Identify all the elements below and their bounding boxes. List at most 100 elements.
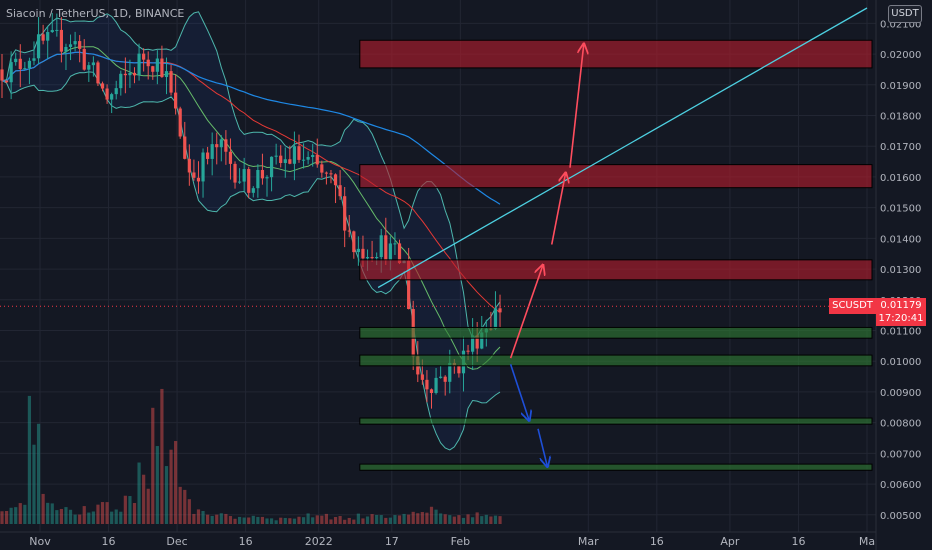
volume-bar (201, 510, 205, 524)
candle (311, 143, 315, 167)
resistance-zone[interactable] (359, 259, 873, 281)
y-tick-label: 0.02000 (880, 50, 921, 61)
candle (338, 170, 342, 200)
volume-bar (4, 511, 9, 524)
volume-bar (352, 519, 356, 524)
candle (119, 70, 123, 96)
y-tick-label: 0.00700 (880, 449, 921, 460)
bar-countdown: 17:20:41 (878, 313, 924, 324)
y-tick-label: 0.02100 (880, 19, 921, 30)
candle (242, 157, 246, 192)
volume-bar (27, 395, 32, 524)
volume-bar (480, 516, 484, 524)
candle (64, 43, 68, 71)
volume-bar (260, 516, 265, 524)
volume-bar (365, 516, 370, 524)
volume-bar (18, 503, 22, 524)
support-zone[interactable] (359, 417, 873, 425)
volume-bar (91, 511, 95, 524)
y-tick-label: 0.01800 (880, 112, 921, 123)
candle (68, 34, 73, 61)
x-tick-label: 16 (239, 535, 253, 548)
volume-bar (96, 504, 100, 524)
support-zone[interactable] (359, 463, 873, 471)
candle (192, 159, 196, 181)
bearish-arrow[interactable] (509, 364, 529, 419)
volume-bar (183, 489, 187, 524)
candle (114, 80, 118, 100)
bollinger-lower (1, 71, 501, 451)
volume-bar (142, 474, 146, 524)
candle (219, 135, 223, 162)
volume-bar (132, 502, 137, 524)
bullish-arrow[interactable] (569, 45, 584, 168)
bullish-arrow[interactable] (550, 174, 566, 245)
volume-bar (384, 517, 388, 524)
candle (78, 35, 82, 63)
y-tick-label: 0.01700 (880, 142, 921, 153)
candle (301, 143, 306, 169)
y-tick-label: 0.01000 (880, 357, 921, 368)
chart-title: Siacoin / TetherUS, 1D, BINANCE (6, 7, 185, 20)
volume-bar (343, 519, 347, 524)
volume-bar (206, 514, 210, 524)
candle (493, 291, 498, 331)
candle (82, 39, 86, 71)
x-tick-label: 16 (102, 535, 116, 548)
volume-bar (50, 503, 54, 524)
candle (425, 370, 429, 403)
y-tick-label: 0.00600 (880, 480, 921, 491)
time-axis[interactable] (0, 532, 876, 550)
volume-bar (324, 513, 329, 524)
volume-bar (457, 515, 461, 524)
candle (178, 106, 182, 139)
candle (315, 138, 319, 168)
bollinger-band-fill (2, 11, 500, 450)
candle (393, 232, 397, 255)
resistance-zone[interactable] (359, 164, 873, 189)
candle (174, 74, 178, 115)
volume-bar (0, 511, 4, 524)
y-tick-label: 0.00800 (880, 419, 921, 430)
candle (183, 121, 187, 160)
volume-bar (411, 511, 415, 524)
y-tick-label: 0.00900 (880, 388, 921, 399)
volume-bar (151, 407, 155, 524)
volume-bar (174, 441, 178, 524)
candle (151, 65, 155, 80)
candle (356, 236, 360, 266)
candle (292, 131, 297, 181)
bearish-arrow[interactable] (537, 428, 547, 466)
support-zone[interactable] (359, 354, 873, 367)
support-zone[interactable] (359, 326, 873, 339)
candle (260, 153, 265, 185)
candle (73, 31, 77, 52)
x-tick-label: 17 (385, 535, 399, 548)
volume-bar (356, 513, 360, 524)
volume-bar (388, 517, 392, 524)
volume-bar (123, 495, 127, 524)
candle (105, 84, 109, 104)
volume-bar (320, 515, 324, 524)
volume-bar (292, 518, 297, 524)
volume-bar (361, 518, 365, 524)
volume-bar (311, 517, 315, 524)
volume-bar (315, 515, 319, 524)
candle (142, 48, 146, 72)
candle (279, 145, 283, 168)
volume-bar (114, 509, 118, 524)
bullish-arrow[interactable] (509, 266, 543, 359)
resistance-zone[interactable] (359, 39, 873, 69)
currency-unit-button[interactable]: USDT (888, 5, 922, 23)
y-tick-label: 0.01500 (880, 204, 921, 215)
volume-bar (375, 514, 379, 524)
volume-bar (256, 516, 260, 524)
trendline[interactable] (377, 7, 868, 289)
volume-bar (247, 517, 251, 524)
volume-bar (192, 513, 196, 524)
volume-bar (164, 466, 169, 524)
price-axis[interactable] (876, 0, 932, 550)
x-tick-label: Mar (578, 535, 599, 548)
